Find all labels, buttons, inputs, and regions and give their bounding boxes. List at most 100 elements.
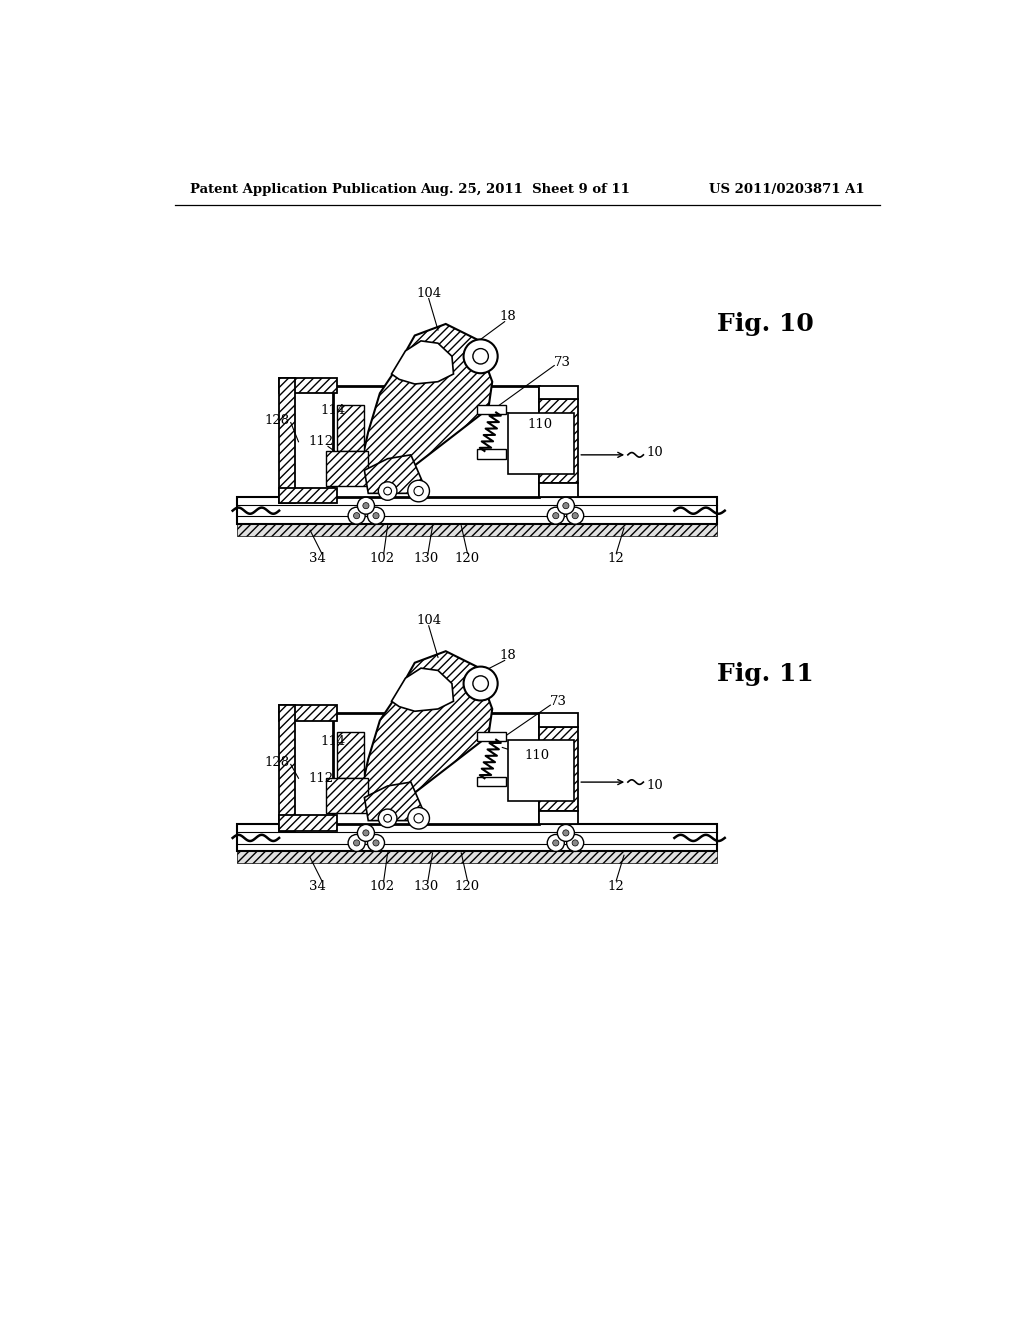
Circle shape [368, 507, 385, 524]
Circle shape [566, 834, 584, 851]
Text: 18: 18 [500, 648, 516, 661]
Text: 12: 12 [608, 879, 625, 892]
Bar [539, 483, 578, 498]
Text: 128: 128 [264, 413, 290, 426]
Circle shape [547, 834, 564, 851]
Text: 104: 104 [416, 614, 441, 627]
Circle shape [553, 840, 559, 846]
Bar [326, 451, 369, 486]
Bar [477, 405, 506, 414]
Circle shape [353, 840, 359, 846]
Circle shape [473, 348, 488, 364]
Text: 102: 102 [370, 552, 395, 565]
Circle shape [464, 339, 498, 374]
Text: 12: 12 [608, 552, 625, 565]
Bar [477, 733, 506, 742]
Circle shape [353, 512, 359, 519]
Bar [539, 385, 578, 400]
Circle shape [348, 834, 366, 851]
Text: 18: 18 [500, 310, 516, 323]
Circle shape [553, 512, 559, 519]
Bar [280, 488, 337, 503]
Circle shape [384, 814, 391, 822]
Text: 10: 10 [646, 446, 664, 459]
Circle shape [557, 825, 574, 841]
Bar [237, 524, 717, 536]
Circle shape [408, 808, 429, 829]
Circle shape [362, 830, 369, 836]
Text: 114: 114 [321, 735, 346, 748]
Bar [280, 378, 337, 393]
Circle shape [384, 487, 391, 495]
Circle shape [572, 512, 579, 519]
Circle shape [348, 507, 366, 524]
Text: 120: 120 [455, 879, 480, 892]
Circle shape [563, 830, 569, 836]
Circle shape [362, 503, 369, 508]
Bar [508, 739, 573, 801]
Circle shape [464, 667, 498, 701]
Circle shape [368, 834, 385, 851]
Text: 10: 10 [646, 779, 664, 792]
Bar [280, 705, 295, 830]
Circle shape [378, 482, 397, 500]
Circle shape [572, 840, 579, 846]
Bar [280, 378, 295, 503]
Bar [337, 733, 365, 779]
Circle shape [408, 480, 429, 502]
Bar [237, 851, 717, 863]
Bar [280, 705, 337, 721]
Bar [539, 400, 578, 483]
Circle shape [557, 498, 574, 515]
Text: 112: 112 [308, 436, 334, 449]
Circle shape [414, 813, 423, 822]
Polygon shape [391, 668, 454, 711]
Text: Fig. 10: Fig. 10 [717, 312, 814, 337]
Text: 34: 34 [309, 552, 327, 565]
Circle shape [566, 507, 584, 524]
Bar [508, 413, 573, 474]
Bar [539, 713, 578, 726]
Text: US 2011/0203871 A1: US 2011/0203871 A1 [709, 183, 864, 197]
Bar [280, 816, 337, 830]
Text: 73: 73 [554, 356, 570, 370]
Text: Patent Application Publication: Patent Application Publication [190, 183, 417, 197]
Bar [477, 776, 506, 785]
Text: 110: 110 [524, 748, 550, 762]
Bar [337, 405, 365, 451]
Text: 130: 130 [414, 879, 439, 892]
Text: 114: 114 [321, 404, 346, 417]
Bar [539, 810, 578, 825]
Bar [334, 713, 539, 825]
Circle shape [357, 825, 375, 841]
Circle shape [373, 840, 379, 846]
Circle shape [414, 487, 423, 496]
Text: 34: 34 [309, 879, 327, 892]
Text: 120: 120 [455, 552, 480, 565]
Text: 110: 110 [527, 417, 553, 430]
Circle shape [563, 503, 569, 508]
Polygon shape [391, 341, 454, 384]
Polygon shape [365, 781, 423, 821]
Bar [334, 385, 539, 498]
Text: 130: 130 [414, 552, 439, 565]
Circle shape [357, 498, 375, 515]
Bar [237, 498, 717, 524]
Bar [237, 825, 717, 851]
Bar [326, 779, 369, 813]
Polygon shape [360, 651, 493, 810]
Circle shape [373, 512, 379, 519]
Bar [477, 449, 506, 459]
Text: 112: 112 [308, 772, 334, 785]
Text: 104: 104 [416, 286, 441, 300]
Text: Aug. 25, 2011  Sheet 9 of 11: Aug. 25, 2011 Sheet 9 of 11 [420, 183, 630, 197]
Circle shape [378, 809, 397, 828]
Circle shape [473, 676, 488, 692]
Polygon shape [365, 455, 423, 494]
Text: Fig. 11: Fig. 11 [717, 663, 814, 686]
Text: 102: 102 [370, 879, 395, 892]
Circle shape [547, 507, 564, 524]
Polygon shape [360, 323, 493, 483]
Text: 73: 73 [550, 694, 566, 708]
Bar [539, 726, 578, 810]
